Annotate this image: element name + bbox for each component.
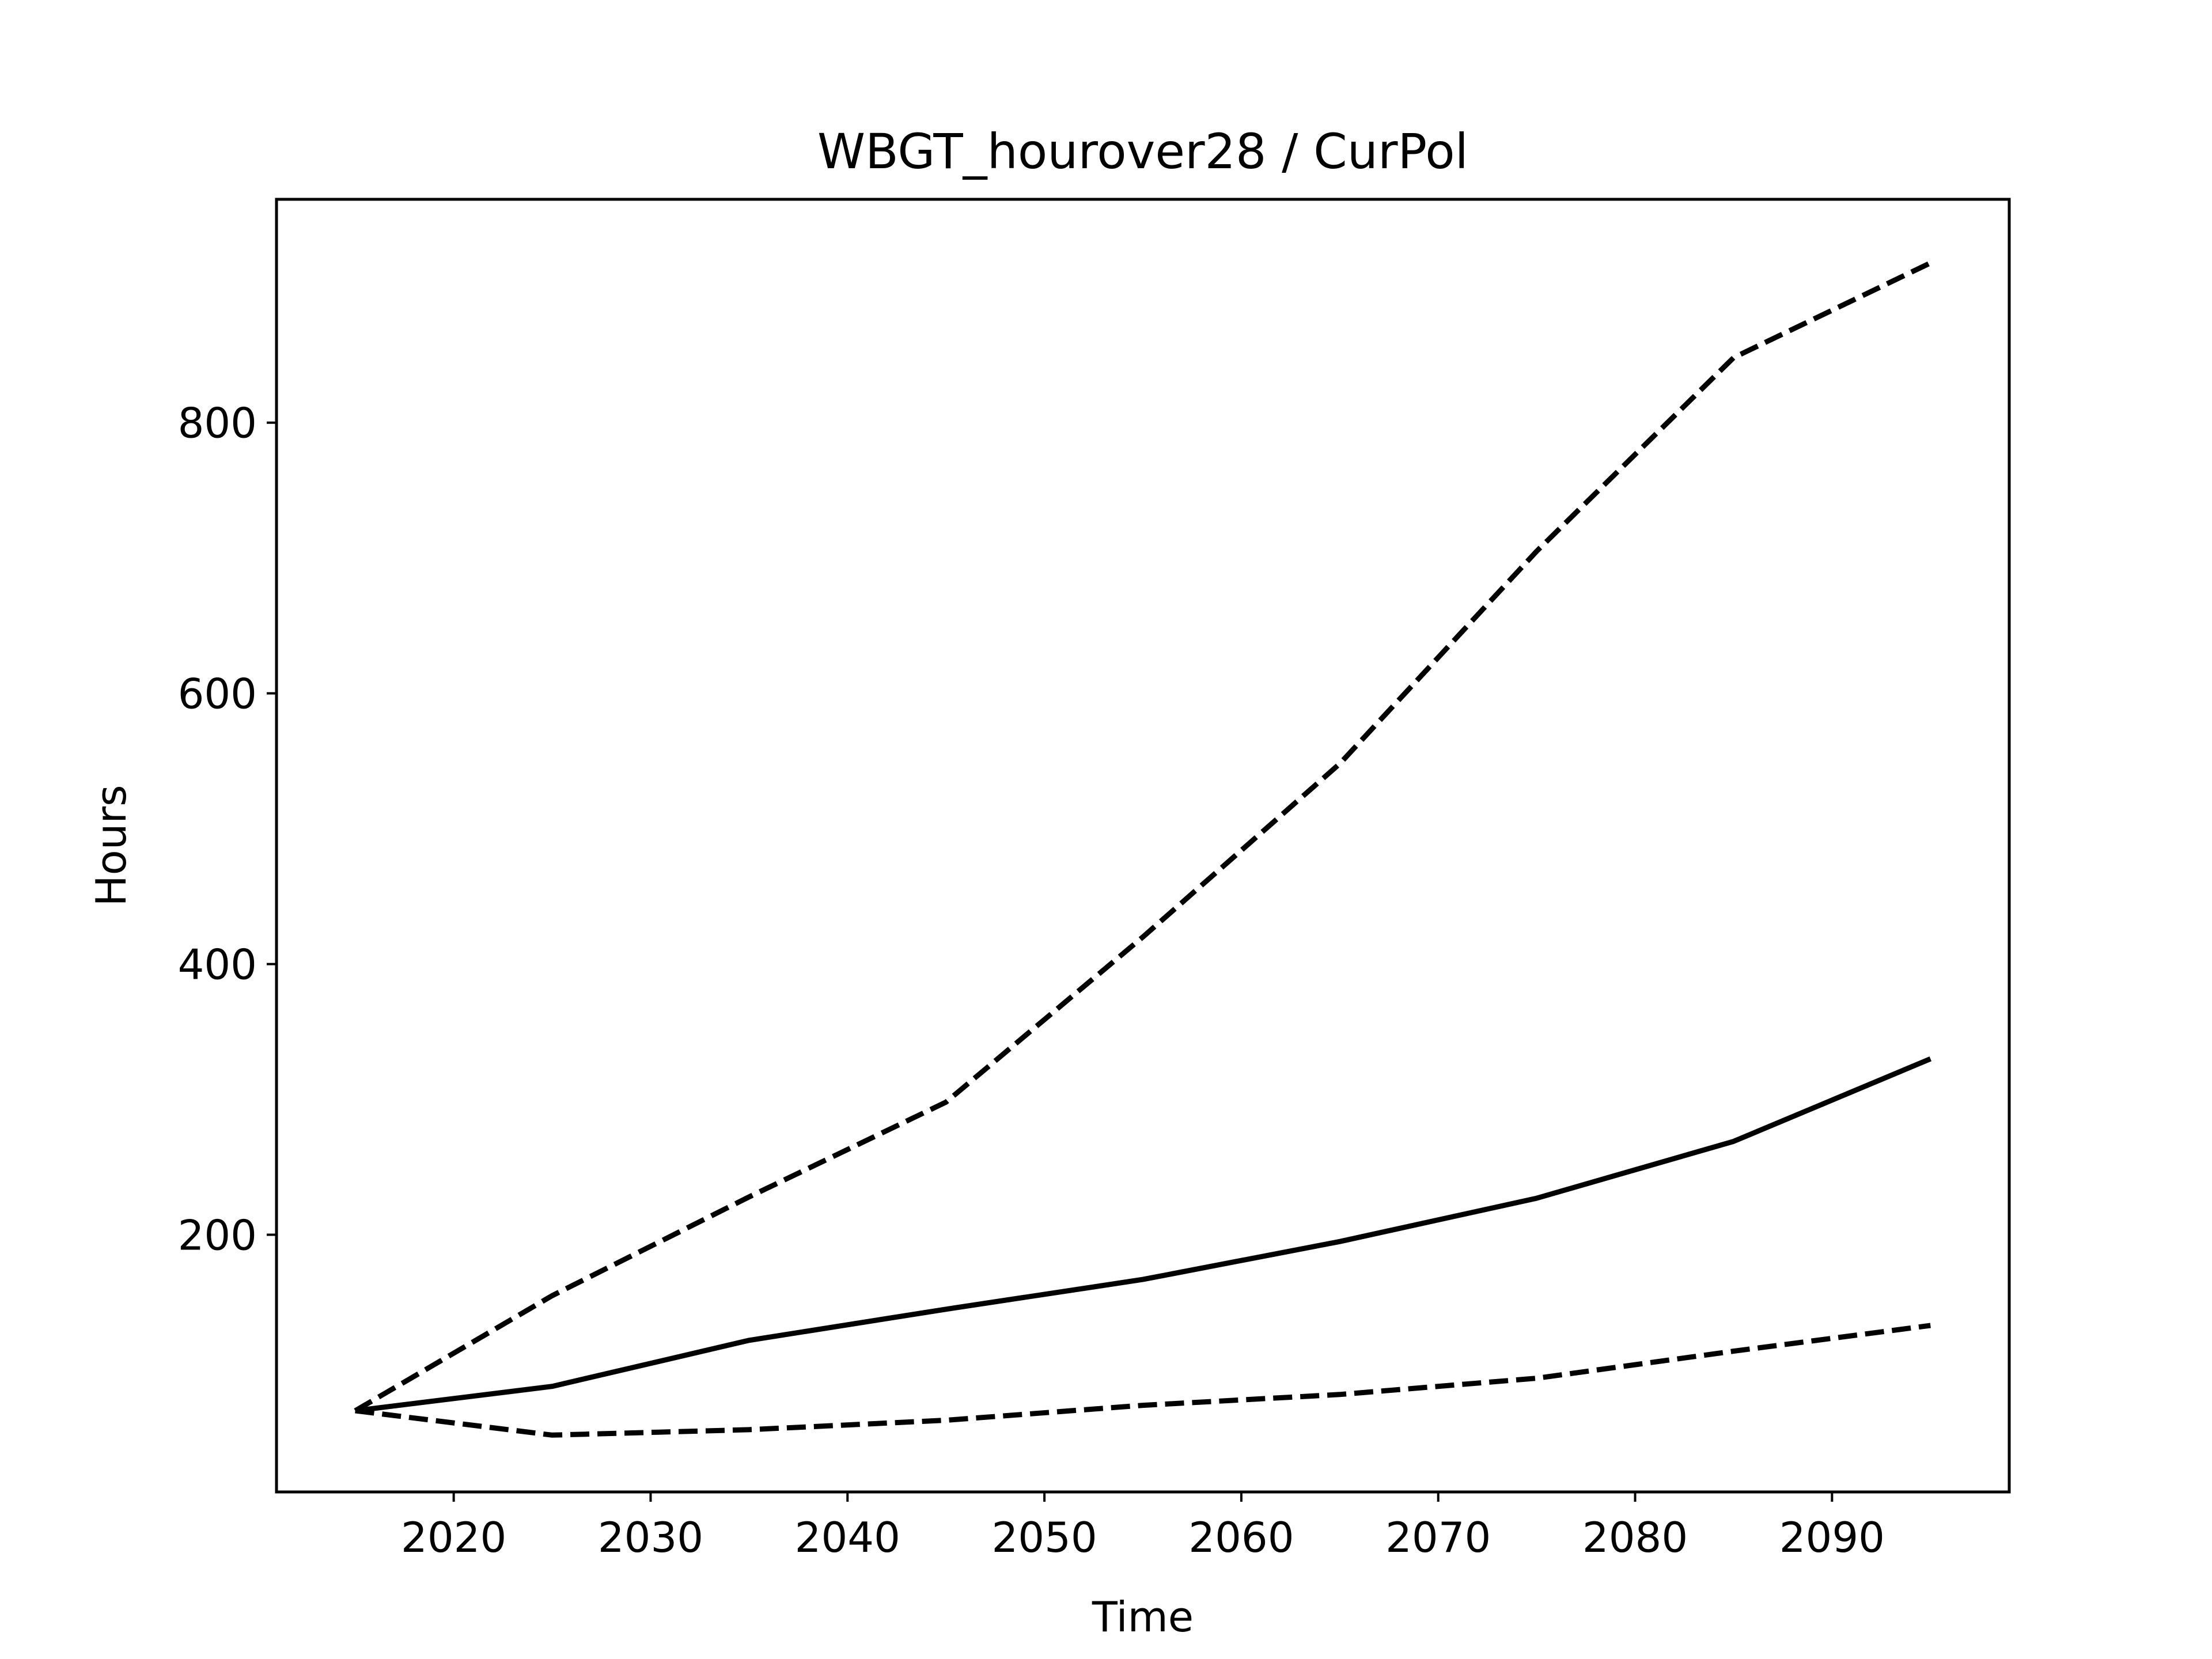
y-axis-label: Hours bbox=[87, 785, 135, 907]
y-axis-ticks: 200 400 600 800 bbox=[178, 399, 276, 1260]
series-line-3-dashed bbox=[355, 1323, 1931, 1438]
x-tick-label: 2040 bbox=[795, 1513, 900, 1562]
chart-title: WBGT_hourover28 / CurPol bbox=[817, 123, 1468, 180]
y-tick-label: 400 bbox=[178, 941, 257, 989]
series-line-1-dashed bbox=[354, 260, 1932, 1413]
y-tick-label: 200 bbox=[178, 1211, 257, 1260]
y-tick-label: 600 bbox=[178, 670, 257, 718]
x-axis-ticks: 2020 2030 2040 2050 2060 2070 2080 2090 bbox=[401, 1492, 1885, 1562]
x-axis-label: Time bbox=[1092, 1593, 1194, 1641]
plot-frame bbox=[275, 198, 2011, 1494]
series-layer bbox=[354, 260, 1932, 1438]
x-tick-label: 2080 bbox=[1582, 1513, 1688, 1562]
x-tick-label: 2020 bbox=[401, 1513, 506, 1562]
x-tick-label: 2090 bbox=[1779, 1513, 1885, 1562]
x-tick-label: 2070 bbox=[1385, 1513, 1491, 1562]
x-tick-label: 2030 bbox=[598, 1513, 703, 1562]
series-line-2-solid bbox=[355, 1056, 1932, 1414]
x-tick-label: 2050 bbox=[991, 1513, 1097, 1562]
x-tick-label: 2060 bbox=[1188, 1513, 1294, 1562]
y-tick-label: 800 bbox=[178, 399, 257, 448]
